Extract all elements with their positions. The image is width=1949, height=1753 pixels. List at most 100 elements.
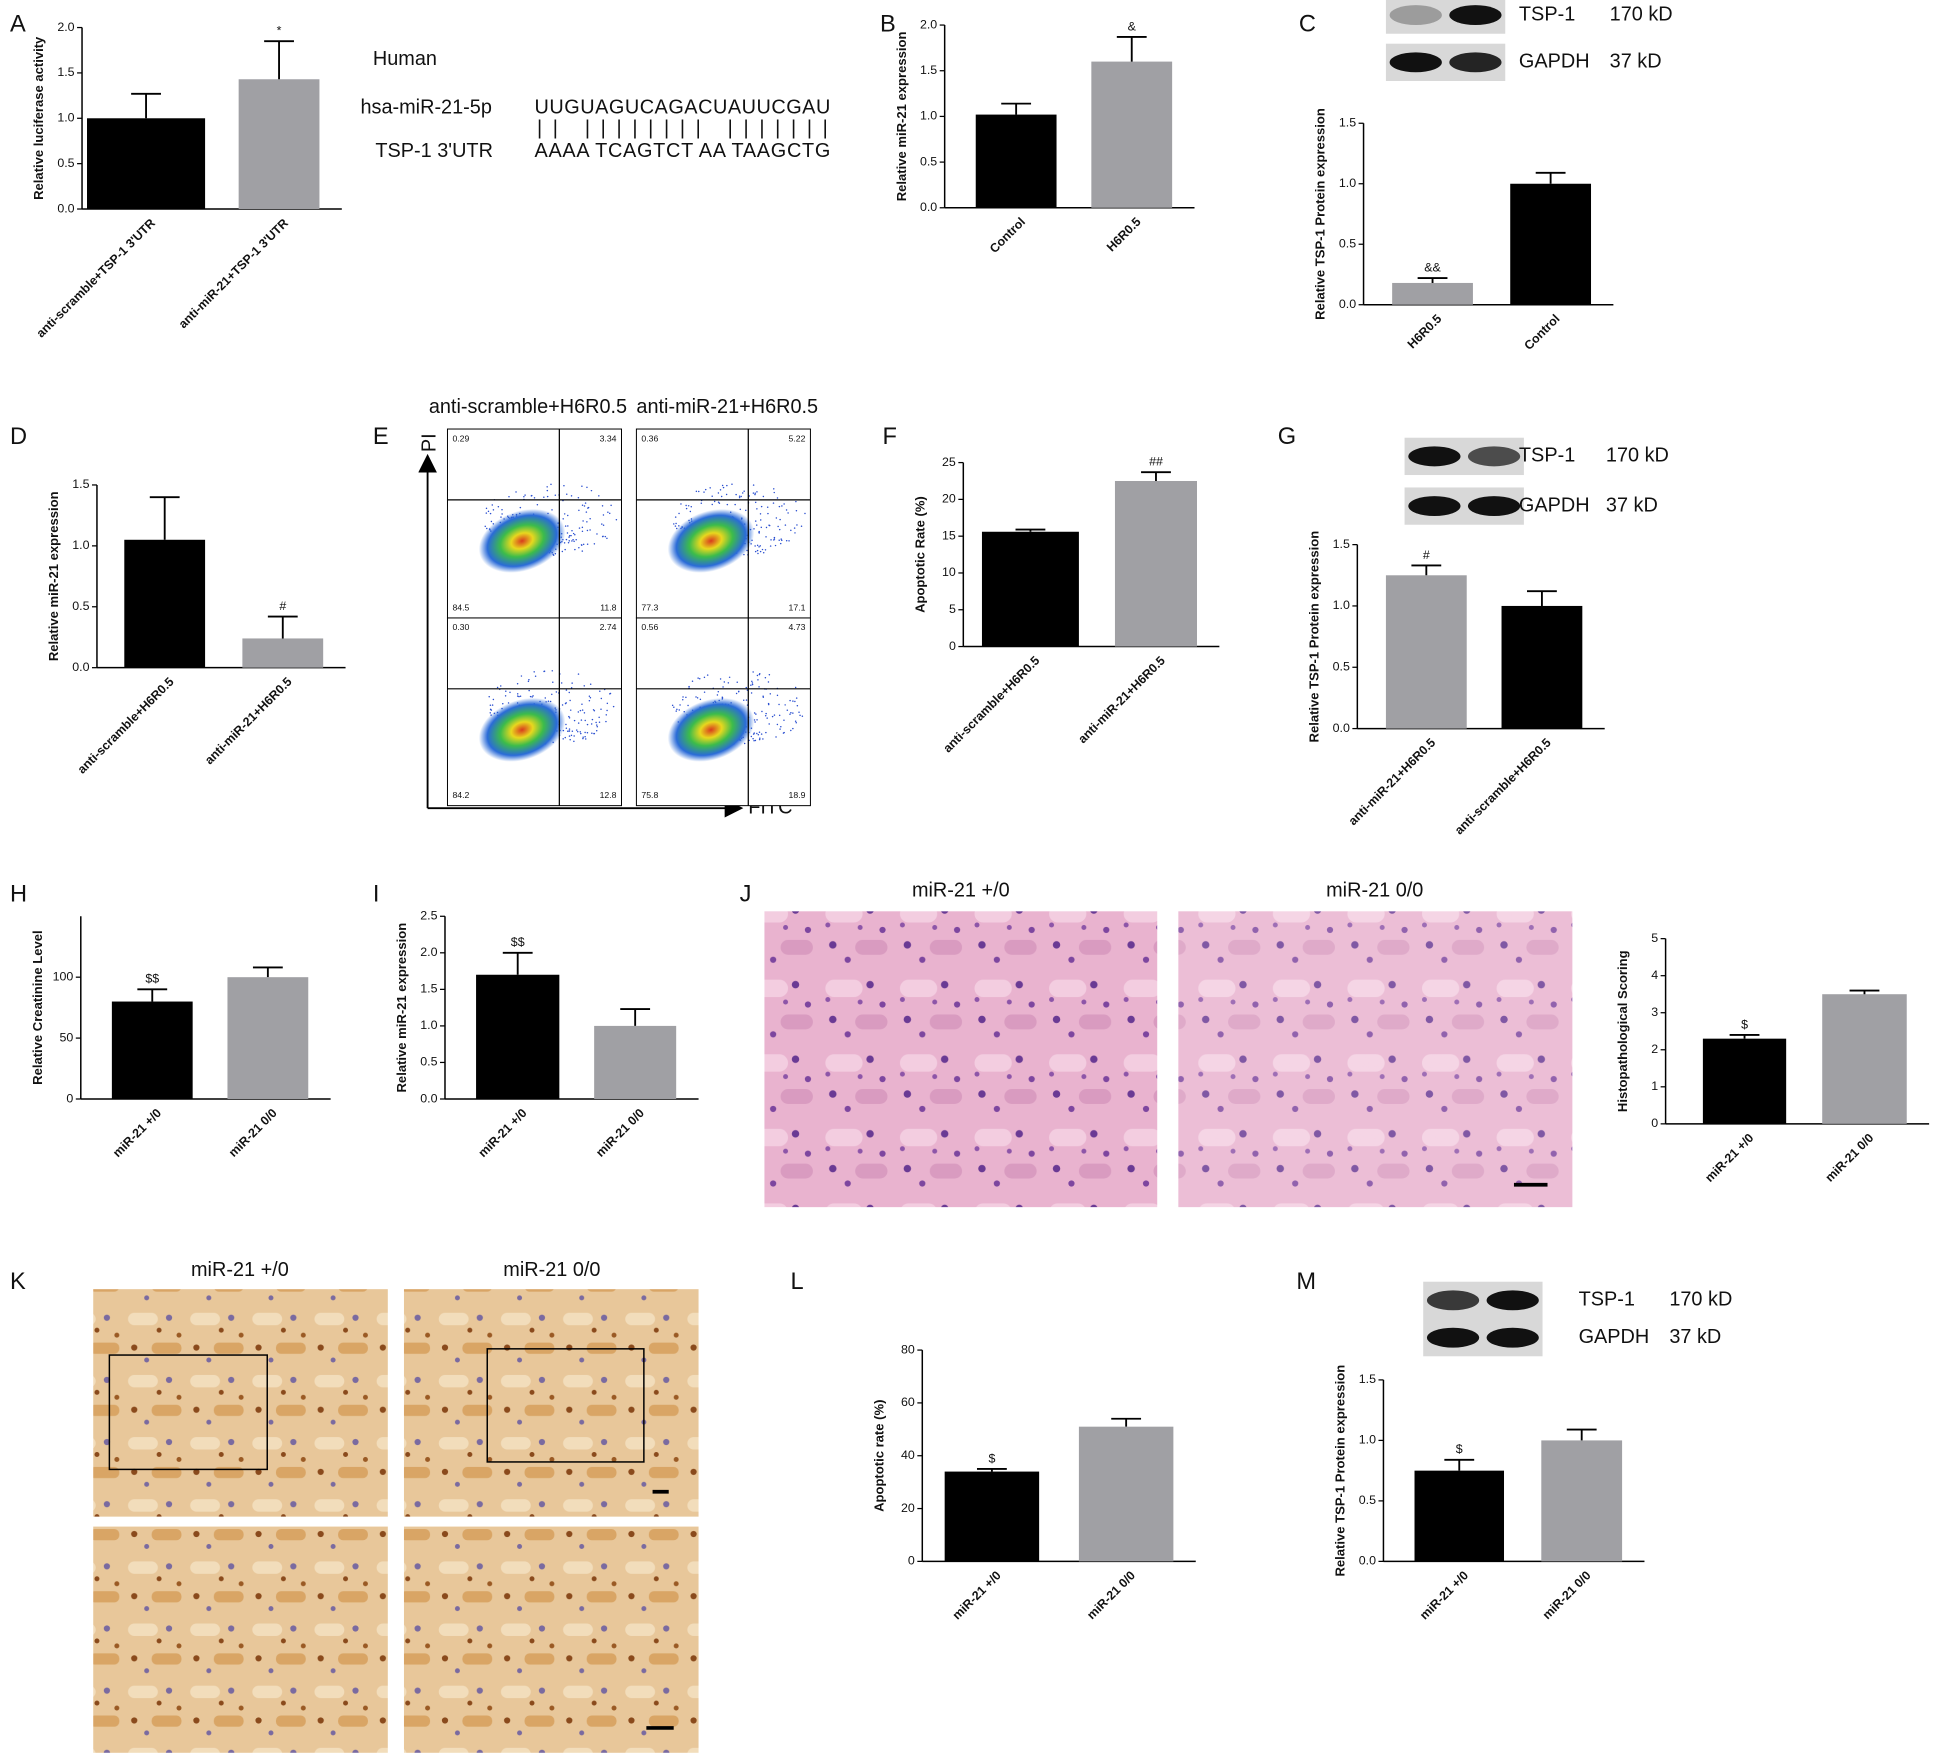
flow-dot — [778, 528, 781, 531]
y-tick-label: 1.5 — [1339, 116, 1356, 130]
flow-dot — [582, 737, 584, 740]
flow-dot — [584, 731, 586, 734]
flow-dot — [785, 539, 788, 542]
flow-dot — [697, 490, 700, 493]
y-tick-label: 1.0 — [72, 538, 89, 552]
flow-dot — [778, 505, 781, 508]
flow-dot — [756, 674, 759, 677]
flow-dot — [762, 495, 765, 498]
flow-dot — [593, 543, 596, 545]
y-tick-label: 2.5 — [420, 909, 437, 923]
image-title: miR-21 +/0 — [912, 880, 1010, 902]
y-tick-label: 1.0 — [1333, 598, 1350, 612]
flow-dot — [612, 705, 615, 708]
flow-dot — [786, 709, 789, 711]
flow-dot — [755, 524, 758, 526]
flow-dot — [795, 722, 797, 724]
blot-kd: 170 kD — [1610, 3, 1673, 25]
flow-dot — [499, 685, 502, 687]
flow-dot — [536, 503, 539, 506]
blot-kd: 37 kD — [1606, 494, 1658, 516]
error-bar — [502, 951, 533, 975]
significance: && — [1424, 260, 1441, 274]
flow-dot — [518, 695, 520, 698]
flow-dot — [572, 538, 574, 541]
flow-dot — [794, 700, 796, 703]
quadrant-value: 3.34 — [600, 433, 617, 443]
flow-dot — [577, 496, 580, 499]
significance: # — [279, 599, 286, 613]
significance: ## — [1149, 454, 1163, 468]
flow-dot — [546, 495, 549, 498]
flow-dot — [675, 522, 677, 525]
flow-dot — [598, 716, 600, 719]
flow-dot — [585, 511, 588, 513]
flow-dot — [590, 723, 593, 725]
flow-dot — [764, 549, 767, 551]
flow-dot — [570, 495, 573, 497]
flow-dot — [689, 510, 692, 513]
significance: * — [277, 23, 282, 37]
flow-dot — [544, 697, 547, 699]
flow-dot — [601, 523, 603, 525]
quadrant-value: 84.2 — [452, 790, 469, 800]
flow-dot — [490, 520, 493, 523]
flow-dot — [768, 723, 770, 725]
ihc-image — [403, 1526, 699, 1753]
flow-dot — [532, 695, 534, 697]
flow-dot — [673, 706, 675, 709]
flow-dot — [534, 675, 537, 678]
bar — [981, 531, 1079, 647]
flow-dot — [678, 709, 680, 711]
flow-dot — [563, 542, 566, 544]
flow-dot — [533, 497, 536, 499]
flow-dot — [743, 490, 745, 492]
flow-dot — [784, 704, 786, 706]
y-tick-label: 4 — [1651, 968, 1658, 982]
error-bar — [1729, 1034, 1760, 1039]
flow-dot — [695, 696, 697, 698]
flow-density — [478, 697, 566, 762]
flow-dot — [561, 550, 564, 553]
flow-dot — [581, 550, 584, 552]
significance: $ — [1456, 1442, 1463, 1456]
bar — [1414, 1470, 1505, 1562]
flow-dot — [759, 545, 762, 547]
flow-dot — [745, 686, 748, 689]
flow-dot — [764, 715, 767, 717]
flow-dot — [609, 692, 612, 695]
flow-dot — [583, 712, 586, 714]
flow-dot — [565, 689, 568, 691]
y-axis-label: Relative miR-21 expression — [46, 491, 61, 661]
y-tick-label: 1.0 — [57, 111, 74, 125]
y-tick-label: 1.5 — [920, 63, 937, 77]
flow-dot — [577, 722, 580, 724]
flow-dot — [773, 491, 776, 494]
flow-title: anti-scramble+H6R0.5 — [429, 396, 627, 418]
flow-dot — [567, 525, 569, 527]
flow-dot — [801, 715, 804, 718]
y-tick-label: 0 — [908, 1554, 915, 1568]
flow-dot — [598, 495, 600, 497]
flow-dot — [584, 502, 587, 504]
flow-dot — [586, 529, 589, 532]
quadrant-value: 11.8 — [600, 602, 616, 612]
panel-letter: F — [883, 424, 897, 450]
flow-y-label: PI — [418, 433, 440, 452]
flow-dot — [570, 734, 573, 737]
blot-band — [1467, 446, 1521, 467]
flow-dot — [748, 495, 751, 497]
quadrant-value: 84.5 — [452, 602, 469, 612]
blot-band — [1408, 446, 1461, 467]
bar — [1091, 61, 1173, 208]
y-tick-label: 0.5 — [1339, 237, 1356, 251]
flow-dot — [716, 694, 719, 696]
flow-dot — [745, 509, 747, 512]
error-bar — [149, 496, 180, 540]
flow-dot — [523, 495, 525, 498]
error-bar — [1417, 277, 1448, 283]
flow-dot — [575, 538, 577, 541]
flow-title: anti-miR-21+H6R0.5 — [636, 396, 818, 418]
flow-dot — [543, 670, 545, 673]
flow-dot — [563, 485, 565, 487]
